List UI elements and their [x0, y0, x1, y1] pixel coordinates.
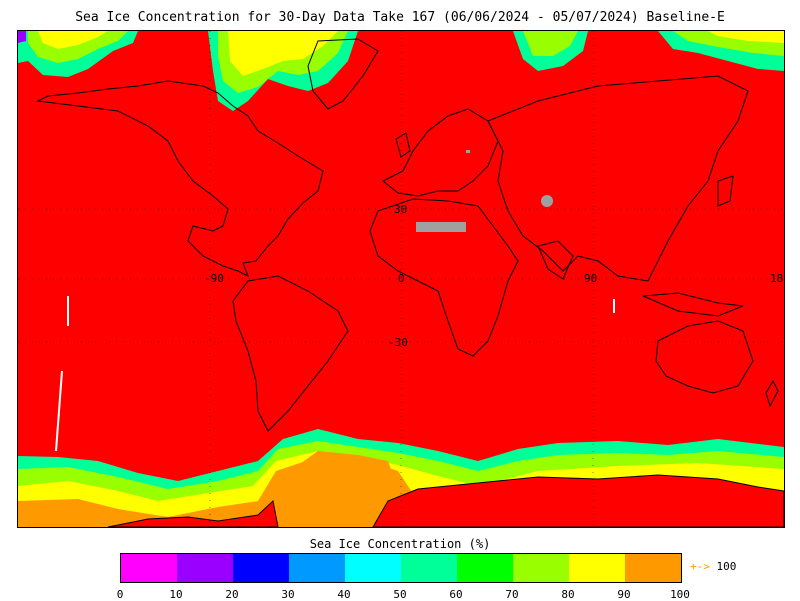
lon-label-0: 0	[398, 272, 405, 285]
colorbar-tick-label: 40	[337, 588, 351, 601]
colorbar-tick-label: 10	[169, 588, 183, 601]
colorbar-tick-label: 20	[225, 588, 239, 601]
colorbar-tick-label: 50	[393, 588, 407, 601]
colorbar-tick-label: 80	[561, 588, 575, 601]
colorbar-overflow: +-> 100	[690, 560, 736, 573]
colorbar	[120, 553, 682, 583]
colorbar-segment	[625, 554, 681, 582]
map-panel: 30 -30 -90 0 90 180	[17, 30, 785, 528]
lat-label-neg30: -30	[388, 336, 408, 349]
lat-label-30: 30	[394, 203, 407, 216]
chart-title: Sea Ice Concentration for 30-Day Data Ta…	[75, 10, 725, 25]
colorbar-segment	[233, 554, 289, 582]
coastlines	[36, 38, 779, 432]
noise-specks	[55, 296, 615, 452]
colorbar-segment	[457, 554, 513, 582]
colorbar-tick-label: 100	[670, 588, 690, 601]
colorbar-tick-label: 0	[116, 588, 124, 601]
lon-label-neg90: -90	[204, 272, 224, 285]
colorbar-segment	[401, 554, 457, 582]
graticule	[18, 31, 784, 527]
colorbar-tick-label: 30	[281, 588, 295, 601]
colorbar-segment	[513, 554, 569, 582]
lon-label-180: 180	[770, 272, 784, 285]
colorbar-tick-label: 90	[617, 588, 631, 601]
arctic-ice	[18, 31, 784, 111]
colorbar-tick-label: 60	[449, 588, 463, 601]
colorbar-segment	[289, 554, 345, 582]
world-map: 30 -30 -90 0 90 180	[18, 31, 784, 527]
colorbar-segment	[177, 554, 233, 582]
lon-label-90: 90	[584, 272, 597, 285]
colorbar-segment	[569, 554, 625, 582]
colorbar-segment	[121, 554, 177, 582]
colorbar-segment	[345, 554, 401, 582]
missing-data	[416, 150, 553, 232]
overflow-arrow-icon: +->	[690, 560, 710, 573]
colorbar-title: Sea Ice Concentration (%)	[309, 537, 491, 551]
colorbar-tick-label: 70	[505, 588, 519, 601]
overflow-value: 100	[716, 560, 737, 573]
antarctic-ice	[18, 429, 784, 527]
